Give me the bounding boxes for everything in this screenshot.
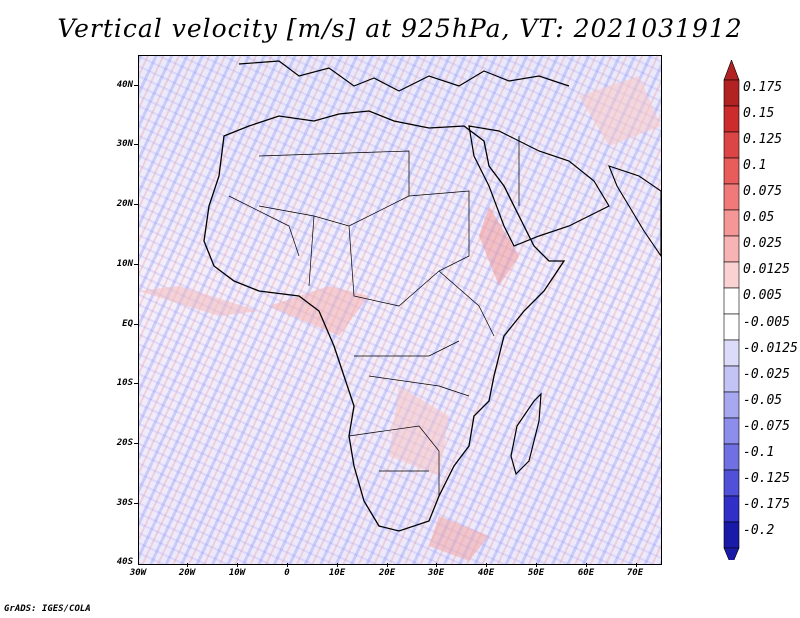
lat-label-30s: 30S	[116, 498, 133, 508]
lat-label-20n: 20N	[116, 199, 133, 209]
colorbar-swatch	[723, 105, 740, 133]
colorbar-label: 0.15	[743, 106, 775, 121]
colorbar-swatch	[723, 235, 740, 263]
europe-coastline	[238, 60, 570, 92]
colorbar-label: -0.0125	[743, 341, 798, 356]
colorbar-swatch	[723, 131, 740, 159]
colorbar-label: 0.005	[743, 288, 783, 303]
colorbar-swatch	[723, 365, 740, 393]
lon-label-40e: 40E	[477, 568, 495, 578]
madagascar-coastline	[510, 392, 542, 476]
lon-label-30w: 30W	[129, 568, 147, 578]
colorbar-swatch	[723, 209, 740, 237]
colorbar-label: -0.005	[743, 315, 790, 330]
updraft-shading	[139, 76, 661, 561]
lon-label-60e: 60E	[577, 568, 595, 578]
lon-label-20w: 20W	[178, 568, 196, 578]
colorbar-swatch	[723, 183, 740, 211]
lon-label-30e: 30E	[427, 568, 445, 578]
lat-label-20s: 20S	[116, 438, 133, 448]
lat-label-40s: 40S	[116, 557, 133, 567]
africa-coastline	[203, 110, 566, 532]
colorbar-label: 0.0125	[743, 262, 790, 277]
lon-label-10w: 10W	[228, 568, 246, 578]
colorbar-label: -0.025	[743, 367, 790, 382]
colorbar-swatch	[723, 287, 740, 315]
colorbar-arrow-top	[723, 60, 740, 81]
lon-label-10e: 10E	[328, 568, 346, 578]
lat-label-10n: 10N	[116, 259, 133, 269]
colorbar-label: -0.05	[743, 393, 783, 408]
map-title: Vertical velocity [m/s] at 925hPa, VT: 2…	[57, 14, 743, 43]
lon-label-20e: 20E	[378, 568, 396, 578]
india-coastline	[608, 165, 661, 257]
colorbar-label: -0.075	[743, 419, 790, 434]
colorbar-label: -0.1	[743, 445, 775, 460]
lat-label-40n: 40N	[116, 80, 133, 90]
country-borders	[228, 136, 520, 496]
map-panel	[138, 55, 662, 565]
colorbar-swatch	[723, 79, 740, 107]
colorbar-label: 0.025	[743, 236, 783, 251]
colorbar-swatch	[723, 443, 740, 471]
credit-text: GrADS: IGES/COLA	[4, 604, 91, 614]
colorbar-swatch	[723, 157, 740, 185]
colorbar-swatch	[723, 417, 740, 445]
colorbar-swatch	[723, 521, 740, 549]
colorbar-label: -0.125	[743, 471, 790, 486]
colorbar-swatch	[723, 313, 740, 341]
colorbar-label: 0.075	[743, 184, 783, 199]
colorbar-label: 0.125	[743, 132, 783, 147]
colorbar	[723, 60, 740, 560]
arabia-coastline	[468, 125, 610, 247]
lat-label-eq: EQ	[122, 319, 133, 329]
colorbar-swatch	[723, 261, 740, 289]
colorbar-swatch	[723, 495, 740, 523]
colorbar-arrow-bottom	[723, 547, 740, 560]
africa-map	[139, 60, 661, 561]
colorbar-label: -0.2	[743, 523, 775, 538]
lat-label-10s: 10S	[116, 378, 133, 388]
lon-label-50e: 50E	[527, 568, 545, 578]
colorbar-swatch	[723, 469, 740, 497]
lon-label-0: 0	[284, 568, 290, 578]
lat-label-30n: 30N	[116, 139, 133, 149]
lon-label-70e: 70E	[626, 568, 644, 578]
colorbar-swatch	[723, 339, 740, 367]
colorbar-label: 0.1	[743, 158, 767, 173]
colorbar-swatch	[723, 391, 740, 419]
colorbar-label: 0.05	[743, 210, 775, 225]
colorbar-label: 0.175	[743, 80, 783, 95]
colorbar-label: -0.175	[743, 497, 790, 512]
